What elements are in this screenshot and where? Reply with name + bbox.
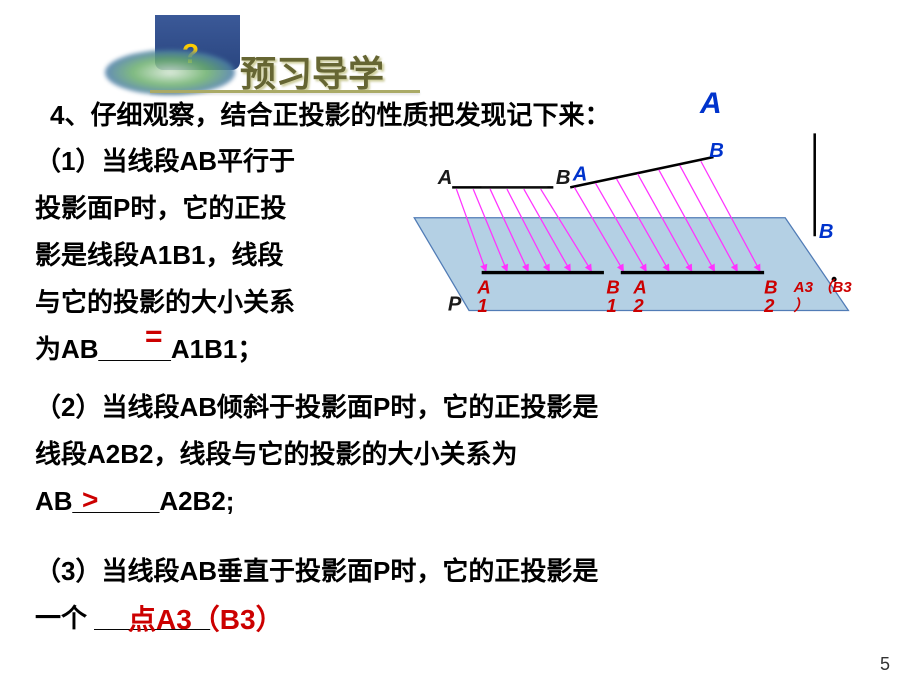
- lbl-A2b: 2: [632, 295, 644, 316]
- p2-answer: >: [82, 484, 98, 516]
- p3-l1: （3）当线段AB垂直于投影面P时，它的正投影是: [35, 548, 598, 595]
- p3-answer: 点A3（B3）: [128, 598, 284, 638]
- p1-l1: （1）当线段AB平行于: [35, 138, 295, 185]
- lbl-A3B3-2: ）: [793, 296, 809, 314]
- p1-l3: 影是线段A1B1，线段: [35, 232, 283, 279]
- lbl-B2-top: B: [709, 140, 724, 162]
- slide: ? 预习导学 4、仔细观察，结合正投影的性质把发现记下来： A （1）当线段AB…: [0, 0, 920, 690]
- p2-l3: AB______A2B2;: [35, 478, 234, 525]
- cloud-decor: [105, 50, 235, 95]
- lbl-A3B3-1: A3 （B3: [793, 278, 853, 296]
- lbl-A1b: 1: [477, 295, 487, 316]
- lbl-B1b: 1: [606, 295, 616, 316]
- lbl-A2-top: A: [572, 164, 588, 186]
- lbl-A1-top: A: [437, 167, 453, 189]
- p2-l2: 线段A2B2，线段与它的投影的大小关系为: [35, 431, 517, 478]
- page-number: 5: [880, 654, 890, 675]
- p2-l1: （2）当线段AB倾斜于投影面P时，它的正投影是: [35, 384, 598, 431]
- lbl-B2b: 2: [763, 295, 775, 316]
- p1-l2: 投影面P时，它的正投: [35, 185, 286, 232]
- p1-l4: 与它的投影的大小关系: [35, 279, 295, 326]
- seg-AB-2: [570, 157, 713, 187]
- label-A3-top: A: [700, 87, 722, 121]
- p1-answer: =: [145, 320, 163, 354]
- seg1-underline: _______: [481, 169, 548, 188]
- projection-diagram: A _______ B A B B A 1 B 1 A: [345, 125, 905, 340]
- lbl-B3-top: B: [819, 221, 834, 243]
- lbl-B1-top: B: [556, 167, 571, 189]
- lbl-P: P: [448, 293, 462, 315]
